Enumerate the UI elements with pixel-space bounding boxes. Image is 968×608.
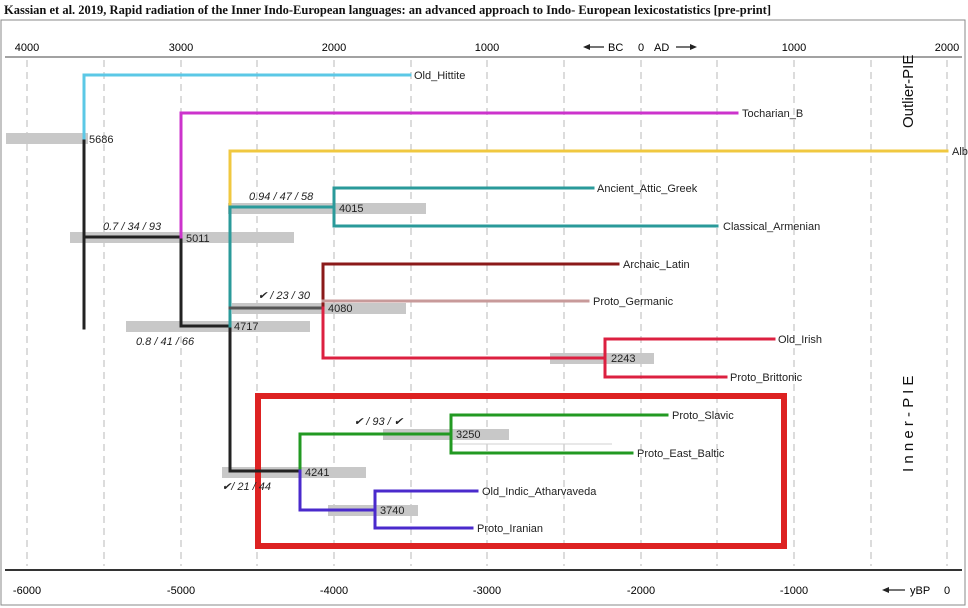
- top-tick-3000: 3000: [169, 42, 193, 54]
- support-4241: ✔/ 21 / 44: [222, 481, 271, 493]
- top-tick-2000-ad: 2000: [935, 42, 959, 54]
- top-tick-4000: 4000: [15, 42, 39, 54]
- node-age-2243: 2243: [611, 353, 635, 365]
- ad-arrowhead-icon: [690, 44, 697, 50]
- ci-bars: [6, 133, 654, 516]
- bc-arrowhead-icon: [583, 44, 590, 50]
- leaf-archaic-latin: Archaic_Latin: [623, 259, 690, 271]
- inner-pie-label: I n n e r - P I E: [900, 376, 917, 472]
- branch-to-3250: [298, 432, 453, 473]
- leaf-old-irish: Old_Irish: [778, 334, 822, 346]
- leaf-proto-germanic: Proto_Germanic: [593, 296, 674, 308]
- bc-label: BC: [608, 42, 623, 54]
- support-4015: 0.94 / 47 / 58: [249, 191, 314, 203]
- node-age-4241: 4241: [305, 467, 329, 479]
- branch-albanian: [228, 149, 949, 209]
- ybp-label: yBP: [910, 585, 930, 597]
- node-age-4080: 4080: [328, 303, 352, 315]
- branch-5011-spine: [179, 111, 232, 328]
- leaf-albanian: Alb: [952, 146, 968, 158]
- ad-label: AD: [654, 42, 669, 54]
- top-tick-0: 0: [638, 42, 644, 54]
- branch-to-2243: [321, 306, 607, 360]
- node-age-3740: 3740: [380, 505, 404, 517]
- node-age-4717: 4717: [234, 321, 258, 333]
- top-tick-2000: 2000: [322, 42, 346, 54]
- leaf-tocharian-b: Tocharian_B: [742, 108, 803, 120]
- node-age-5011: 5011: [186, 233, 210, 245]
- support-3250: ✔ / 93 / ✔: [354, 416, 404, 428]
- bottom-tick--6000: -6000: [13, 585, 41, 597]
- leaf-proto-iranian: Proto_Iranian: [477, 523, 543, 535]
- ybp-arrowhead-icon: [882, 587, 889, 593]
- branch-hittite: [82, 73, 412, 140]
- branch-4717-to-4241: [228, 324, 302, 473]
- leaf-ancient-attic-greek: Ancient_Attic_Greek: [597, 183, 698, 195]
- leaf-old-indic-atharvaveda: Old_Indic_Atharvaveda: [482, 486, 597, 498]
- bottom-tick--2000: -2000: [627, 585, 655, 597]
- bottom-tick--3000: -3000: [473, 585, 501, 597]
- leaf-proto-east-baltic: Proto_East_Baltic: [637, 448, 725, 460]
- top-tick-1000-ad: 1000: [782, 42, 806, 54]
- support-4080: ✔ / 23 / 30: [258, 290, 311, 302]
- branch-to-3740: [298, 469, 377, 512]
- figure-caption: Kassian et al. 2019, Rapid radiation of …: [4, 3, 771, 17]
- branch-tocharian: [179, 111, 739, 239]
- node-age-root: 5686: [89, 134, 113, 146]
- bottom-tick--4000: -4000: [320, 585, 348, 597]
- bottom-tick--5000: -5000: [167, 585, 195, 597]
- leaf-proto-slavic: Proto_Slavic: [672, 410, 734, 422]
- bottom-tick--1000: -1000: [780, 585, 808, 597]
- branch-to-4015: [228, 205, 336, 328]
- node-age-4015: 4015: [339, 203, 363, 215]
- leaf-classical-armenian: Classical_Armenian: [723, 221, 820, 233]
- top-tick-1000: 1000: [475, 42, 499, 54]
- support-4717: 0.8 / 41 / 66: [136, 336, 195, 348]
- support-5011: 0.7 / 34 / 93: [103, 221, 162, 233]
- ci-bar-root: [6, 133, 88, 144]
- figure-frame: [0, 19, 966, 606]
- leaf-old-hittite: Old_Hittite: [414, 70, 465, 82]
- outlier-pie-label: Outlier-PIE: [900, 55, 917, 128]
- leaf-proto-brittonic: Proto_Brittonic: [730, 372, 803, 384]
- node-age-3250: 3250: [456, 429, 480, 441]
- bottom-tick-0: 0: [944, 585, 950, 597]
